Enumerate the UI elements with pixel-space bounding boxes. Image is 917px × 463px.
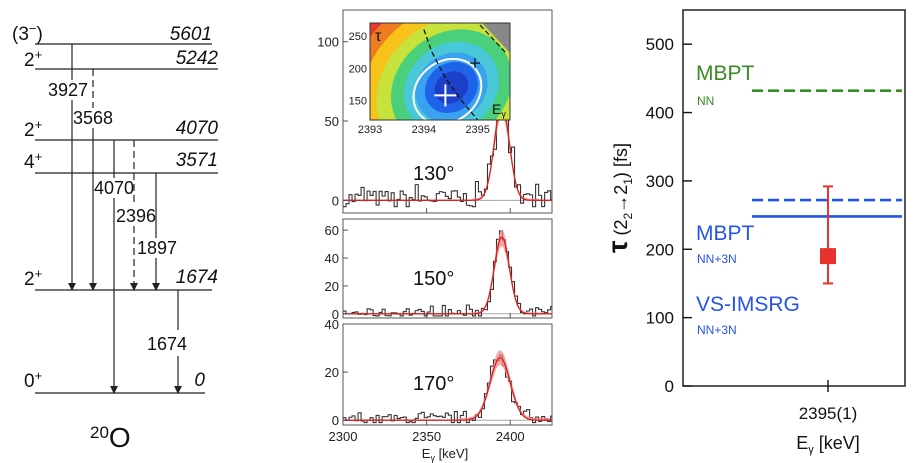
level-energy-5601: 5601 [170, 24, 212, 45]
lifetime-x-tick-label: 2395(1) [799, 404, 858, 423]
x-axis-label-sub: γ [430, 453, 435, 463]
inset-plot: 150 200 250 2393 2394 2395 τ Eγ [349, 22, 511, 136]
inset-x-axis-label: Eγ [492, 101, 506, 119]
lifetime-x-axis-main: E [796, 433, 808, 453]
transition-label-1674: 1674 [147, 334, 187, 354]
x-axis-label-main: E [422, 446, 431, 461]
lifetime-y-tick-label: 400 [646, 104, 674, 123]
theory-sublabel-1: NN+3N [697, 252, 737, 266]
inset-x-label-main: E [492, 101, 501, 117]
lifetime-frame [682, 9, 906, 387]
inset-contours [370, 23, 510, 120]
theory-label-1: MBPT [696, 222, 755, 245]
transition-label-3927: 3927 [48, 80, 88, 100]
level-jpi-0: 0+ [24, 368, 42, 392]
y-tick-label: 40 [325, 251, 339, 266]
level-jpi-1674: 2+ [24, 266, 42, 290]
inset-y-tick-label: 250 [349, 31, 367, 43]
fit-line [343, 356, 553, 421]
x-axis-label-unit: [keV] [435, 446, 468, 461]
spectrum-frame [342, 323, 553, 426]
inset-x-tick-label: 2393 [358, 124, 382, 136]
spectrum-histogram [343, 95, 552, 208]
lifetime-y-axis-part: ) [611, 172, 631, 178]
theory-label-2: VS-IMSRG [696, 293, 800, 316]
y-tick-label: 20 [325, 279, 339, 294]
angle-label-170: 170° [413, 373, 454, 395]
level-energy-0: 0 [194, 370, 205, 391]
theory-sublabel-0: NN [697, 94, 714, 108]
lifetime-panel: 0 100 200 300 400 500 2395(1) Eγ [keV] τ (22→21)… [602, 9, 906, 456]
y-tick-label: 40 [325, 317, 339, 332]
inset-y-tick-label: 200 [349, 63, 367, 75]
spectrum-panel-170: 0 20 40 2300 2350 2400 Eγ [keV] 170° [325, 317, 553, 463]
lifetime-y-axis-part: (2 [611, 219, 631, 240]
inset-x-label-sub: γ [501, 109, 506, 119]
inset-confidence-contour [412, 58, 483, 120]
lifetime-y-tick-label: 0 [665, 377, 674, 396]
inset-x-tick-label: 2394 [412, 124, 436, 136]
level-jpi-5601: (3−) [12, 21, 43, 45]
inset-y-tick-label: 150 [349, 96, 367, 108]
lifetime-y-axis-part: 1 [621, 178, 635, 185]
x-tick-label: 2400 [496, 429, 525, 444]
fit-line [343, 104, 552, 201]
lifetime-y-tick-label: 500 [646, 35, 674, 54]
y-tick-label: 60 [325, 223, 339, 238]
x-tick-label: 2300 [329, 429, 358, 444]
inset-x-tick-label: 2395 [465, 124, 489, 136]
y-tick-label: 0 [332, 413, 339, 428]
transition-labels: 3927 3568 4070 2396 1897 1674 [48, 80, 187, 354]
y-tick-label: 20 [325, 365, 339, 380]
measurement-marker [820, 248, 836, 265]
inset-dashed-curve-2 [479, 24, 507, 54]
angle-label-130: 130° [413, 163, 454, 185]
theory-sublabel-2: NN+3N [697, 323, 737, 337]
lifetime-y-tick-label: 100 [646, 309, 674, 328]
spectra-panels: 0 50 100 130° 0 20 40 60 150° 0 20 40 2300 2350 2400 Eγ… [317, 9, 553, 463]
y-tick-label: 0 [332, 193, 339, 208]
lifetime-x-axis-unit: [keV] [814, 433, 860, 453]
lifetime-x-axis-sub: γ [808, 444, 814, 456]
inset-frame [369, 22, 511, 121]
inset-dashed-curve [423, 29, 479, 120]
level-energy-3571: 3571 [176, 150, 218, 171]
transition-label-3568: 3568 [73, 108, 113, 128]
transition-label-4070: 4070 [94, 178, 134, 198]
level-labels: (3−) 5601 2+ 5242 2+ 4070 4+ 3571 2+ 167… [12, 21, 218, 392]
nucleus-label: 20O [90, 422, 131, 453]
level-energy-4070: 4070 [176, 118, 219, 139]
transition-label-1897: 1897 [137, 238, 177, 258]
transition-arrowheads [68, 283, 182, 394]
level-jpi-3571: 4+ [24, 149, 42, 173]
level-scheme [35, 43, 218, 394]
y-tick-label: 0 [332, 307, 339, 322]
level-energy-5242: 5242 [176, 48, 219, 69]
inset-y-axis-label: τ [375, 28, 382, 45]
level-jpi-5242: 2+ [24, 47, 42, 71]
lifetime-y-axis-label: τ (22→21) [fs] [602, 143, 635, 253]
x-tick-label: 2350 [412, 429, 441, 444]
angle-label-150: 150° [413, 268, 454, 290]
lifetime-y-axis-part: →2 [611, 185, 631, 213]
lifetime-y-tick-label: 300 [646, 172, 674, 191]
spectrum-histogram [343, 230, 552, 317]
inset-grey-corner [482, 23, 510, 53]
fit-line [343, 236, 552, 315]
y-tick-label: 100 [317, 35, 339, 50]
y-tick-label: 50 [325, 114, 339, 129]
level-jpi-4070: 2+ [24, 117, 42, 141]
lifetime-y-tick-label: 200 [646, 240, 674, 259]
x-axis-label: Eγ [keV] [422, 446, 468, 463]
spectrum-panel-150: 0 20 40 60 150° [325, 218, 553, 322]
transition-label-2396: 2396 [116, 206, 156, 226]
lifetime-y-axis-part: 2 [621, 212, 635, 219]
theory-label-0: MBPT [696, 62, 755, 85]
lifetime-y-axis-part: [fs] [611, 143, 631, 172]
lifetime-y-axis-part: τ [602, 240, 633, 253]
lifetime-x-axis-label: Eγ [keV] [796, 433, 860, 456]
level-energy-1674: 1674 [176, 267, 218, 288]
